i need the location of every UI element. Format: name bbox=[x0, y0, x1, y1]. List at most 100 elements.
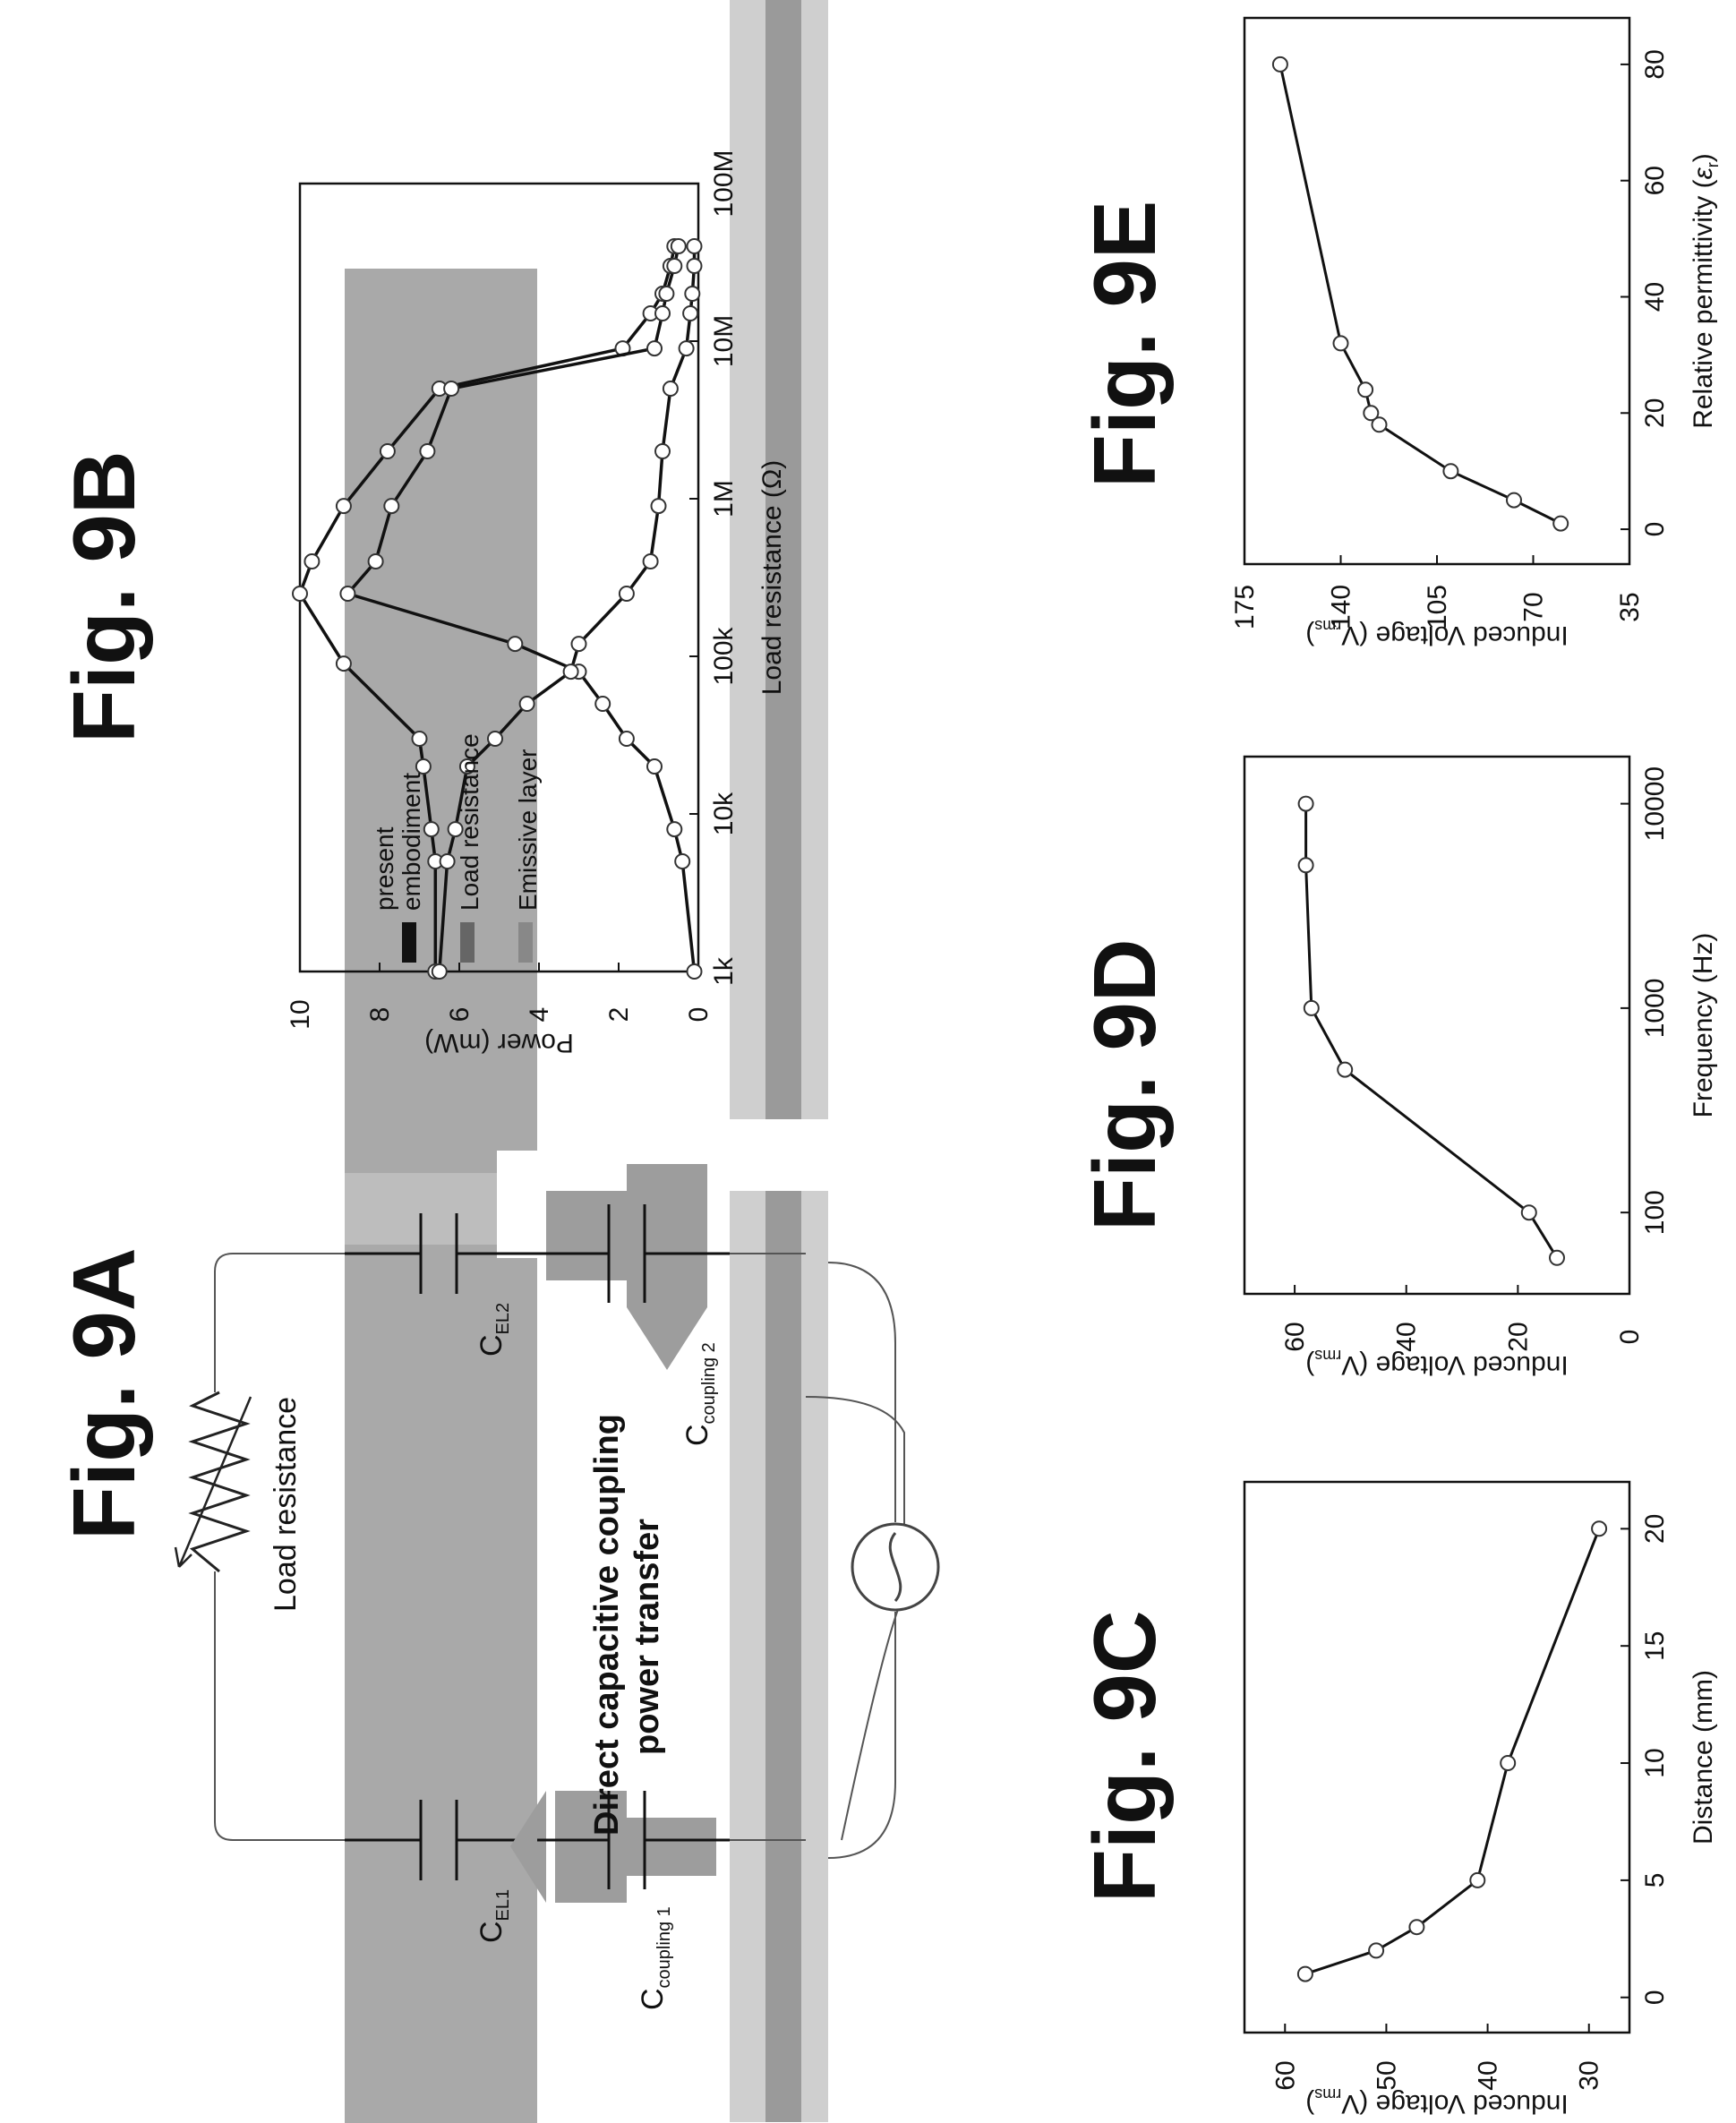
data-point-9b-s2 bbox=[618, 586, 635, 602]
capacitor-coupling1-icon bbox=[537, 1791, 730, 1889]
x-tick-label-9b: 1M bbox=[709, 480, 739, 518]
x-tick-label-9e: 60 bbox=[1640, 166, 1670, 195]
x-tick-label-9b: 100M bbox=[709, 150, 739, 217]
x-axis-label-9e: Relative permittivity (εr) bbox=[1689, 153, 1722, 429]
data-point-9b-s1 bbox=[594, 696, 611, 712]
data-point-9b-s1 bbox=[686, 963, 703, 980]
data-point-9b-s2 bbox=[431, 963, 448, 980]
data-point-9b-s0 bbox=[415, 758, 432, 775]
legend-label-line1-0: present bbox=[371, 826, 398, 911]
ccoupling1-symbol: C bbox=[636, 1988, 670, 2010]
y-axis-label-9c: Induced Voltage (Vrms) bbox=[1305, 2085, 1569, 2119]
data-point-9b-s0 bbox=[411, 731, 428, 747]
data-point-9b-s1 bbox=[339, 586, 356, 602]
series-line-9b-s0 bbox=[298, 245, 677, 972]
chart-9e: 0 20 40 60 80 35 70 105 140 175 Relative permittiv… bbox=[1230, 16, 1722, 650]
data-point-9b-s2 bbox=[439, 853, 456, 869]
legend-swatch-2 bbox=[518, 922, 533, 963]
y-tick-label-9b: 6 bbox=[445, 1007, 475, 1023]
x-axis-label-sub-9e: r bbox=[1704, 162, 1722, 167]
x-tick-label-9c: 5 bbox=[1640, 1873, 1670, 1888]
legend-swatch-0 bbox=[402, 922, 416, 963]
chart-9d: 100 1000 10000 0 20 40 60 Frequency (Hz) Induced… bbox=[1243, 755, 1718, 1380]
x-axis-label-9d: Frequency (Hz) bbox=[1689, 933, 1718, 1118]
x-tick-label-9e: 40 bbox=[1640, 282, 1670, 312]
data-point-9b-s2 bbox=[458, 758, 475, 775]
figure-9a-diagram: Fig. 9A Load resistance bbox=[55, 0, 940, 2123]
y-tick-label-9c: 40 bbox=[1474, 2060, 1503, 2090]
data-point-9b-s1 bbox=[419, 443, 436, 459]
data-point-9b-s1 bbox=[666, 258, 683, 274]
data-point-9b-s2 bbox=[654, 443, 671, 459]
y-tick-label-9e: 140 bbox=[1327, 585, 1356, 629]
data-point-9c-s0 bbox=[1469, 1871, 1486, 1888]
y-tick-label-9d: 40 bbox=[1392, 1322, 1422, 1351]
ccoupling2-label: Ccoupling 2 bbox=[680, 1342, 719, 1446]
y-axis-label-end-9c: ) bbox=[1305, 2089, 1314, 2119]
x-tick-label-9e: 80 bbox=[1640, 49, 1670, 79]
data-point-9d-s0 bbox=[1303, 999, 1320, 1016]
y-tick-label-9d: 20 bbox=[1503, 1322, 1533, 1351]
cel1-symbol: C bbox=[475, 1921, 509, 1943]
data-point-9b-s0 bbox=[304, 553, 321, 569]
x-tick-label-9b: 10k bbox=[709, 792, 739, 835]
capacitor-coupling2-icon bbox=[537, 1204, 730, 1303]
x-tick-label-9e: 0 bbox=[1640, 522, 1670, 537]
ccoupling2-symbol: C bbox=[680, 1424, 714, 1446]
coupling-arrow-left bbox=[555, 1791, 716, 1903]
data-point-9b-s2 bbox=[686, 238, 703, 254]
cel2-symbol: C bbox=[475, 1334, 509, 1357]
gap-notch bbox=[497, 1151, 537, 1258]
cel1-label: CEL1 bbox=[475, 1889, 513, 1943]
data-point-9c-s0 bbox=[1408, 1919, 1425, 1936]
data-point-9b-s1 bbox=[507, 636, 524, 653]
y-tick-label-9c: 30 bbox=[1575, 2060, 1604, 2090]
data-point-9b-s1 bbox=[670, 238, 687, 254]
plot-frame-9b bbox=[298, 182, 700, 973]
data-point-9c-s0 bbox=[1368, 1942, 1385, 1959]
cel2-label: CEL2 bbox=[475, 1303, 513, 1357]
data-point-9b-s0 bbox=[423, 821, 440, 838]
x-tick-label-9c: 10 bbox=[1640, 1748, 1670, 1777]
x-axis-label-9b: Load resistance (Ω) bbox=[757, 460, 787, 696]
x-axis-label-symbol-9e: ε bbox=[1689, 167, 1718, 179]
y-tick-label-9e: 35 bbox=[1615, 592, 1645, 621]
data-point-9b-s2 bbox=[447, 821, 464, 838]
x-tick-label-9d: 1000 bbox=[1640, 979, 1670, 1039]
data-point-9d-s0 bbox=[1520, 1204, 1537, 1221]
coupling-arrow-right bbox=[546, 1164, 707, 1307]
figure-9b-label: Fig. 9B bbox=[55, 450, 153, 743]
legend-label-2: Emissive layer bbox=[514, 749, 542, 911]
y-tick-label-9b: 8 bbox=[365, 1007, 395, 1023]
data-point-9d-s0 bbox=[1297, 795, 1314, 812]
y-axis-label-sub-9d: rms bbox=[1314, 1347, 1341, 1365]
data-point-9b-s2 bbox=[487, 731, 503, 747]
data-point-9b-s2 bbox=[686, 258, 703, 274]
y-tick-label-9b: 0 bbox=[684, 1007, 714, 1023]
y-axis-label-9b: Power (mW) bbox=[424, 1028, 574, 1057]
data-point-9d-s0 bbox=[1297, 857, 1314, 874]
data-point-9b-s0 bbox=[379, 443, 396, 459]
data-point-9b-s2 bbox=[684, 286, 701, 302]
transfer-label-line1: Direct capacitive coupling bbox=[588, 1414, 626, 1836]
data-point-9e-s0 bbox=[1363, 405, 1380, 422]
figure-9c-label: Fig. 9C bbox=[1075, 1610, 1174, 1903]
data-point-9b-s2 bbox=[642, 553, 659, 569]
data-point-9b-s1 bbox=[443, 381, 460, 397]
x-tick-label-9c: 20 bbox=[1640, 1514, 1670, 1544]
data-point-9d-s0 bbox=[1549, 1249, 1565, 1266]
figure-9e-label: Fig. 9E bbox=[1075, 201, 1174, 488]
ac-source-wire bbox=[827, 1262, 896, 1859]
capacitor-el2-icon bbox=[345, 1213, 537, 1294]
x-tick-label-9c: 15 bbox=[1640, 1631, 1670, 1661]
data-point-9b-s0 bbox=[335, 655, 352, 672]
upper-body-slab-right bbox=[345, 269, 537, 1222]
y-axis-label-sub-9e: rms bbox=[1314, 617, 1341, 635]
data-point-9b-s2 bbox=[570, 636, 587, 653]
data-point-9e-s0 bbox=[1371, 416, 1388, 433]
data-point-9c-s0 bbox=[1500, 1755, 1517, 1771]
cel1-subscript: EL1 bbox=[493, 1889, 513, 1922]
y-tick-label-9b: 4 bbox=[525, 1007, 554, 1023]
